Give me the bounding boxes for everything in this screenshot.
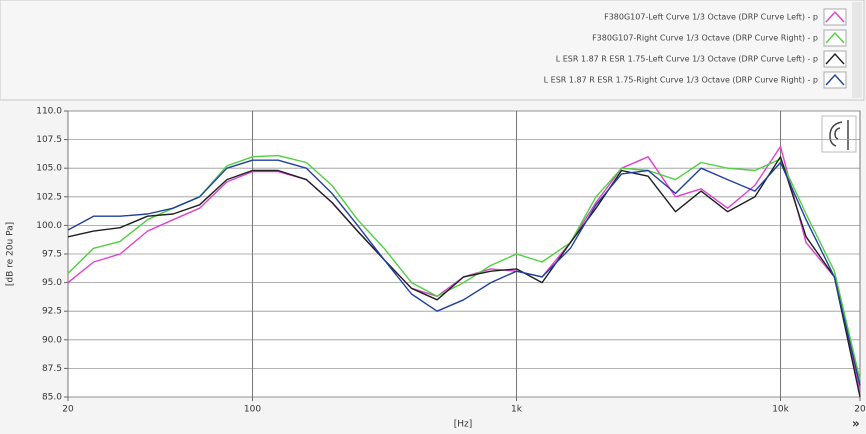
series-line (67, 156, 861, 398)
x-tick-label: 100 (244, 405, 261, 415)
y-tick-label: 95.0 (42, 278, 62, 288)
legend-entry[interactable]: F380G107-Right Curve 1/3 Octave (DRP Cur… (592, 29, 847, 47)
legend-entry[interactable]: F380G107-Left Curve 1/3 Octave (DRP Curv… (604, 8, 847, 26)
y-tick-label: 90.0 (42, 335, 62, 345)
x-axis-label: [Hz] (454, 420, 473, 430)
y-tick-label: 100.0 (36, 221, 62, 231)
y-tick-label: 107.5 (36, 135, 62, 145)
legend-swatch (825, 73, 845, 86)
legend-swatch-box (823, 29, 847, 47)
legend-label: F380G107-Left Curve 1/3 Octave (DRP Curv… (604, 13, 818, 22)
legend-entry[interactable]: L ESR 1.87 R ESR 1.75-Right Curve 1/3 Oc… (544, 71, 847, 89)
y-tick-label: 87.5 (42, 364, 62, 374)
ear-icon[interactable] (821, 115, 857, 153)
x-tick-label: 20 (854, 405, 866, 415)
legend-swatch-box (823, 8, 847, 26)
x-tick-label: 1k (511, 405, 523, 415)
legend-scrollbar[interactable] (852, 2, 862, 98)
y-tick-label: 110.0 (36, 107, 62, 117)
y-tick-label: 105.0 (36, 164, 62, 174)
legend-swatch (825, 10, 845, 23)
y-tick-label: 102.5 (36, 192, 62, 202)
legend-swatch (825, 52, 845, 65)
legend-swatch-box (823, 71, 847, 89)
y-tick-label: 97.5 (42, 250, 62, 260)
x-tick-label: 10k (772, 405, 789, 415)
legend-panel (0, 0, 865, 101)
legend-label: L ESR 1.87 R ESR 1.75-Left Curve 1/3 Oct… (556, 55, 818, 64)
y-tick-label: 92.5 (42, 307, 62, 317)
legend-label: F380G107-Right Curve 1/3 Octave (DRP Cur… (592, 34, 818, 43)
x-tick-label: 20 (62, 405, 74, 415)
y-tick-label: 85.0 (42, 393, 62, 403)
series-line (67, 159, 861, 386)
legend-entry[interactable]: L ESR 1.87 R ESR 1.75-Left Curve 1/3 Oct… (556, 50, 847, 68)
scroll-chevron[interactable]: » (852, 417, 860, 431)
y-axis-label: [dB re 20u Pa] (6, 222, 16, 286)
legend-label: L ESR 1.87 R ESR 1.75-Right Curve 1/3 Oc… (544, 76, 818, 85)
legend-swatch-box (823, 50, 847, 68)
legend-swatch (825, 31, 845, 44)
